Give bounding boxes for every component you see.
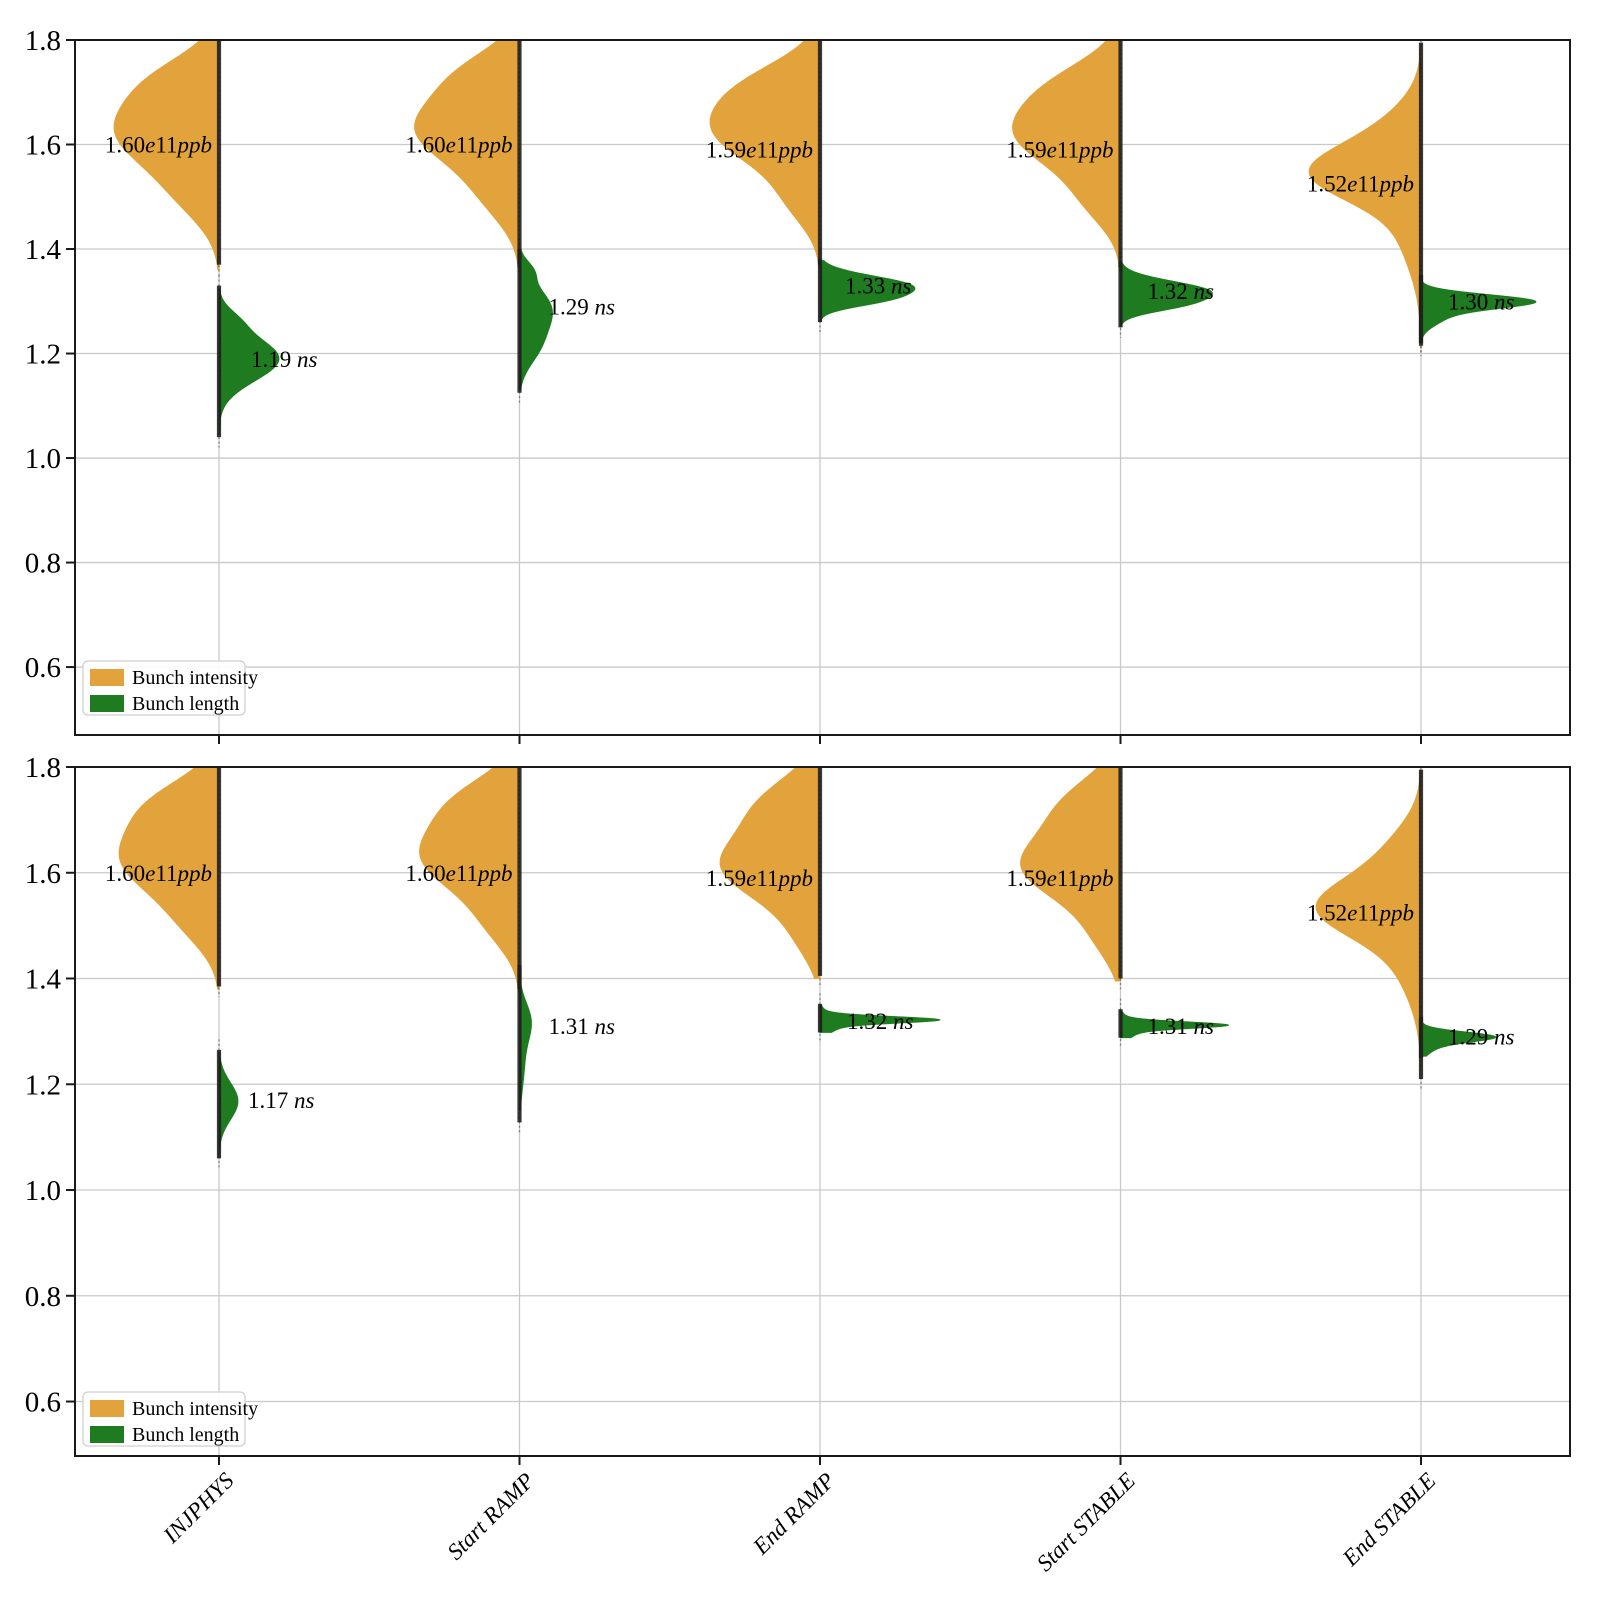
violin-bunch-intensity-end-stable	[1315, 769, 1422, 1077]
violin-bunch-intensity-start-ramp	[419, 766, 520, 993]
y-tick-label: 1.2	[25, 1069, 61, 1101]
legend: Bunch intensity Bunch length	[82, 660, 258, 716]
annotation-bunch-intensity-end-ramp: 1.59e11ppb	[706, 866, 813, 891]
axes-frame	[74, 766, 1571, 1457]
violin-bunch-length-end-stable	[1420, 1017, 1497, 1057]
y-tick-label: 0.6	[25, 1387, 61, 1419]
annotation-bunch-intensity-start-stable: 1.59e11ppb	[1006, 866, 1113, 891]
y-tick-label: 1.4	[25, 234, 62, 266]
annotation-bunch-intensity-injphys: 1.60e11ppb	[105, 133, 212, 158]
annotation-bunch-length-start-stable: 1.32 ns	[1148, 279, 1215, 304]
violin-bunch-intensity-end-stable	[1308, 42, 1422, 349]
annotation-bunch-length-start-ramp: 1.31 ns	[549, 1014, 616, 1039]
violin-bunch-intensity-end-ramp	[719, 766, 821, 979]
violin-bunch-intensity-end-ramp	[709, 39, 821, 271]
y-tick-label: 1.0	[25, 1175, 61, 1207]
annotation-bunch-length-end-ramp: 1.32 ns	[847, 1009, 914, 1034]
legend-swatch-bunch-length	[90, 695, 124, 712]
y-tick-label: 0.8	[25, 1281, 61, 1313]
legend-label-bunch-intensity: Bunch intensity	[132, 667, 258, 689]
legend-label-bunch-intensity: Bunch intensity	[132, 1398, 258, 1420]
legend-swatch-bunch-intensity	[90, 1400, 124, 1417]
y-tick-label: 1.8	[25, 752, 61, 784]
violin-bunch-length-injphys	[218, 1052, 239, 1159]
y-tick-label: 1.6	[25, 130, 61, 162]
annotation-bunch-intensity-start-ramp: 1.60e11ppb	[405, 133, 512, 158]
violin-bunch-length-start-stable	[1120, 263, 1213, 327]
subplot-bottom: 1.60e11ppb 1.60e11ppb 1.59e11ppb 1.59e11ppb…	[25, 752, 1571, 1576]
violin-bunch-length-start-ramp	[519, 978, 532, 1112]
violin-bunch-intensity-injphys	[113, 39, 220, 271]
annotation-bunch-length-start-stable: 1.31 ns	[1148, 1014, 1215, 1039]
violin-bunch-length-end-ramp	[819, 1004, 941, 1033]
annotation-bunch-intensity-end-ramp: 1.59e11ppb	[706, 138, 813, 163]
violin-bunch-length-injphys	[218, 287, 280, 435]
violin-bunch-intensity-start-stable	[1012, 39, 1121, 273]
annotation-bunch-length-end-stable: 1.29 ns	[1448, 1025, 1515, 1050]
violin-bunch-length-end-ramp	[819, 260, 916, 322]
y-tick-label: 1.8	[25, 25, 61, 57]
axes-frame	[74, 39, 1571, 736]
legend-swatch-bunch-length	[90, 1426, 124, 1443]
annotation-bunch-intensity-injphys: 1.60e11ppb	[105, 861, 212, 886]
annotation-bunch-length-injphys: 1.19 ns	[251, 347, 318, 372]
y-tick-label: 0.8	[25, 548, 61, 580]
annotation-bunch-length-end-stable: 1.30 ns	[1448, 289, 1515, 314]
annotation-bunch-intensity-start-ramp: 1.60e11ppb	[405, 861, 512, 886]
legend-label-bunch-length: Bunch length	[132, 1424, 239, 1446]
annotation-bunch-intensity-end-stable: 1.52e11ppb	[1307, 172, 1414, 197]
violin-bunch-length-start-stable	[1120, 1009, 1230, 1039]
subplot-top: 1.60e11ppb 1.60e11ppb 1.59e11ppb 1.59e11ppb…	[25, 25, 1571, 744]
annotation-bunch-length-start-ramp: 1.29 ns	[549, 295, 616, 320]
y-tick-label: 1.0	[25, 443, 61, 475]
annotation-bunch-length-end-ramp: 1.33 ns	[845, 274, 912, 299]
annotation-bunch-intensity-start-stable: 1.59e11ppb	[1006, 138, 1113, 163]
violin-bunch-intensity-start-ramp	[414, 39, 520, 273]
legend-label-bunch-length: Bunch length	[132, 693, 239, 715]
annotation-bunch-intensity-end-stable: 1.52e11ppb	[1307, 900, 1414, 925]
y-tick-label: 1.6	[25, 858, 61, 890]
violin-bunch-intensity-start-stable	[1020, 766, 1121, 982]
x-tick-label-end-ramp: End RAMP	[748, 1468, 840, 1560]
annotation-bunch-length-injphys: 1.17 ns	[248, 1088, 315, 1113]
y-tick-label: 1.4	[25, 964, 62, 996]
violin-bunch-length-start-ramp	[519, 251, 553, 391]
x-tick-label-start-ramp: Start RAMP	[442, 1468, 539, 1565]
legend-swatch-bunch-intensity	[90, 669, 124, 686]
x-tick-label-injphys: INJPHYS	[158, 1468, 239, 1549]
violin-bunch-intensity-injphys	[118, 766, 220, 990]
x-tick-label-start-stable: Start STABLE	[1032, 1468, 1140, 1576]
y-tick-label: 0.6	[25, 652, 61, 684]
x-tick-label-end-stable: End STABLE	[1337, 1468, 1440, 1571]
y-tick-label: 1.2	[25, 339, 61, 371]
violin-bunch-length-end-stable	[1420, 277, 1537, 340]
legend: Bunch intensity Bunch length	[82, 1391, 258, 1447]
